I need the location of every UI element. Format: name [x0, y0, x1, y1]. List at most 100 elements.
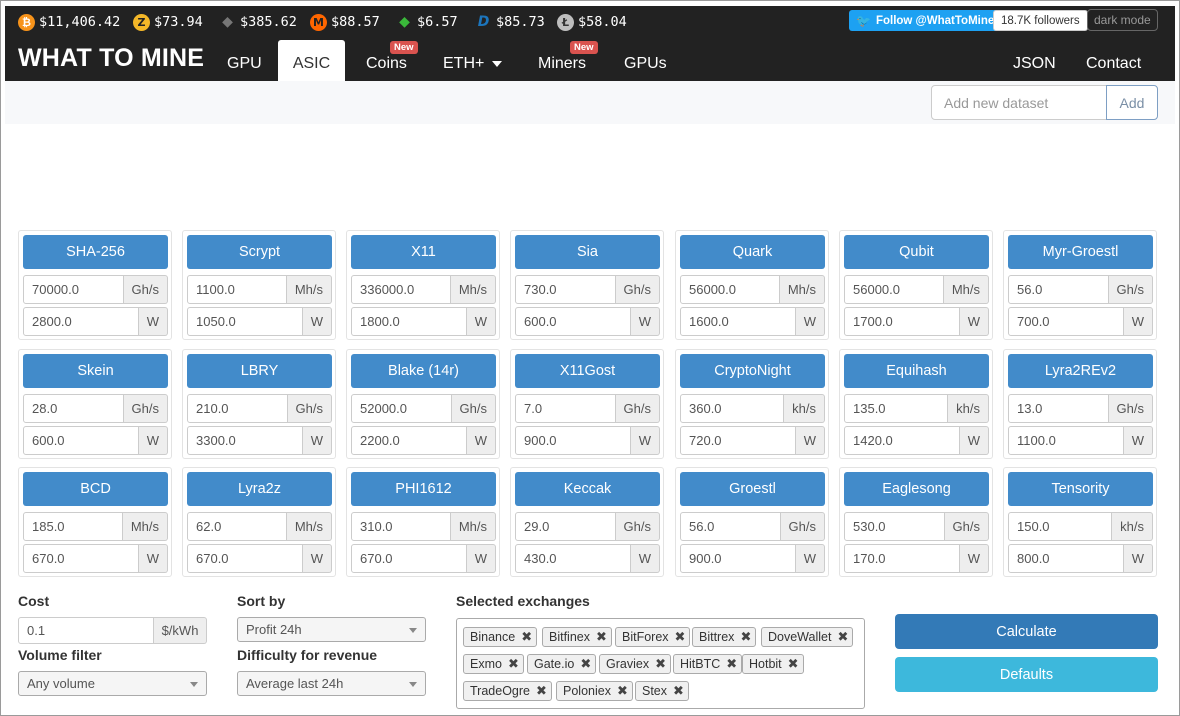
power-input[interactable]: 1050.0	[187, 307, 303, 336]
power-input[interactable]: 670.0	[351, 544, 467, 573]
ticker-item-dash[interactable]: D $85.73	[475, 6, 545, 38]
remove-icon[interactable]: ✖	[507, 656, 519, 671]
hashrate-input[interactable]: 13.0	[1008, 394, 1109, 423]
hashrate-input[interactable]: 52000.0	[351, 394, 452, 423]
hashrate-input[interactable]: 1100.0	[187, 275, 287, 304]
hashrate-input[interactable]: 185.0	[23, 512, 123, 541]
power-input[interactable]: 2800.0	[23, 307, 139, 336]
remove-icon[interactable]: ✖	[535, 683, 547, 698]
nav-coins[interactable]: Coins	[366, 40, 407, 81]
algo-toggle-button[interactable]: Sia	[515, 235, 660, 269]
algo-toggle-button[interactable]: Tensority	[1008, 472, 1153, 506]
algo-toggle-button[interactable]: BCD	[23, 472, 168, 506]
power-input[interactable]: 900.0	[680, 544, 796, 573]
power-input[interactable]: 670.0	[187, 544, 303, 573]
hashrate-input[interactable]: 730.0	[515, 275, 616, 304]
remove-icon[interactable]: ✖	[616, 683, 628, 698]
ticker-item-litecoin[interactable]: Ł $58.04	[557, 6, 627, 38]
power-input[interactable]: 700.0	[1008, 307, 1124, 336]
hashrate-input[interactable]: 7.0	[515, 394, 616, 423]
algo-toggle-button[interactable]: Keccak	[515, 472, 660, 506]
algo-toggle-button[interactable]: SHA-256	[23, 235, 168, 269]
sort-by-select[interactable]: Profit 24h	[237, 617, 426, 642]
hashrate-input[interactable]: 62.0	[187, 512, 287, 541]
volume-filter-select[interactable]: Any volume	[18, 671, 207, 696]
power-input[interactable]: 1420.0	[844, 426, 960, 455]
algo-toggle-button[interactable]: Blake (14r)	[351, 354, 496, 388]
add-dataset-button[interactable]: Add	[1106, 85, 1158, 120]
remove-icon[interactable]: ✖	[580, 656, 592, 671]
algo-toggle-button[interactable]: PHI1612	[351, 472, 496, 506]
algo-toggle-button[interactable]: Qubit	[844, 235, 989, 269]
nav-gpus[interactable]: GPUs	[624, 40, 667, 81]
hashrate-input[interactable]: 56000.0	[844, 275, 944, 304]
algo-toggle-button[interactable]: Eaglesong	[844, 472, 989, 506]
remove-icon[interactable]: ✖	[673, 683, 684, 698]
power-input[interactable]: 2200.0	[351, 426, 467, 455]
algo-toggle-button[interactable]: Myr-Groestl	[1008, 235, 1153, 269]
power-input[interactable]: 430.0	[515, 544, 631, 573]
hashrate-input[interactable]: 70000.0	[23, 275, 124, 304]
hashrate-input[interactable]: 56.0	[680, 512, 781, 541]
power-input[interactable]: 1800.0	[351, 307, 467, 336]
hashrate-input[interactable]: 56.0	[1008, 275, 1109, 304]
hashrate-input[interactable]: 135.0	[844, 394, 949, 423]
power-input[interactable]: 1600.0	[680, 307, 796, 336]
hashrate-input[interactable]: 56000.0	[680, 275, 780, 304]
power-input[interactable]: 1700.0	[844, 307, 960, 336]
hashrate-input[interactable]: 150.0	[1008, 512, 1113, 541]
ticker-item-ethereum[interactable]: ◆ $6.57	[396, 6, 458, 38]
power-input[interactable]: 600.0	[23, 426, 139, 455]
algo-toggle-button[interactable]: Equihash	[844, 354, 989, 388]
algo-toggle-button[interactable]: X11	[351, 235, 496, 269]
ticker-item-monero[interactable]: M $88.57	[310, 6, 380, 38]
nav-asic[interactable]: ASIC	[278, 40, 345, 81]
cost-input[interactable]: 0.1	[18, 617, 154, 644]
brand-logo[interactable]: WHAT TO MINE	[18, 44, 205, 72]
hashrate-input[interactable]: 310.0	[351, 512, 451, 541]
hashrate-input[interactable]: 210.0	[187, 394, 288, 423]
hashrate-input[interactable]: 28.0	[23, 394, 124, 423]
algo-toggle-button[interactable]: Skein	[23, 354, 168, 388]
defaults-button[interactable]: Defaults	[895, 657, 1158, 692]
nav-contact[interactable]: Contact	[1086, 40, 1141, 81]
algo-toggle-button[interactable]: Scrypt	[187, 235, 332, 269]
twitter-follow-button[interactable]: 🐦 Follow @WhatToMine	[849, 10, 1002, 31]
algo-toggle-button[interactable]: X11Gost	[515, 354, 660, 388]
hashrate-input[interactable]: 336000.0	[351, 275, 451, 304]
remove-icon[interactable]: ✖	[674, 629, 686, 644]
nav-eth-plus-dropdown[interactable]: ETH+	[443, 40, 503, 81]
power-input[interactable]: 170.0	[844, 544, 960, 573]
remove-icon[interactable]: ✖	[740, 629, 752, 644]
dark-mode-toggle[interactable]: dark mode	[1087, 9, 1158, 31]
algo-toggle-button[interactable]: CryptoNight	[680, 354, 825, 388]
remove-icon[interactable]: ✖	[655, 656, 666, 671]
power-input[interactable]: 800.0	[1008, 544, 1124, 573]
power-input[interactable]: 1100.0	[1008, 426, 1124, 455]
followers-count[interactable]: 18.7K followers	[993, 10, 1088, 31]
power-input[interactable]: 900.0	[515, 426, 631, 455]
hashrate-input[interactable]: 530.0	[844, 512, 945, 541]
nav-miners[interactable]: Miners	[538, 40, 586, 81]
algo-toggle-button[interactable]: Groestl	[680, 472, 825, 506]
ticker-item-bitcoin[interactable]: ₿ $11,406.42	[18, 6, 120, 38]
hashrate-input[interactable]: 29.0	[515, 512, 616, 541]
difficulty-select[interactable]: Average last 24h	[237, 671, 426, 696]
remove-icon[interactable]: ✖	[521, 629, 533, 644]
calculate-button[interactable]: Calculate	[895, 614, 1158, 649]
dataset-input[interactable]: Add new dataset	[931, 85, 1107, 120]
algo-toggle-button[interactable]: Quark	[680, 235, 825, 269]
algo-toggle-button[interactable]: Lyra2z	[187, 472, 332, 506]
nav-json[interactable]: JSON	[1013, 40, 1056, 81]
exchanges-multiselect[interactable]: Binance ✖ Bitfinex ✖ BitForex ✖ Bittrex ✖ DoveWa…	[456, 618, 865, 709]
ticker-item-ethereum-classic[interactable]: ◆ $385.62	[219, 6, 297, 38]
power-input[interactable]: 670.0	[23, 544, 139, 573]
power-input[interactable]: 600.0	[515, 307, 631, 336]
nav-gpu[interactable]: GPU	[227, 40, 262, 81]
power-input[interactable]: 720.0	[680, 426, 796, 455]
remove-icon[interactable]: ✖	[726, 656, 738, 671]
algo-toggle-button[interactable]: LBRY	[187, 354, 332, 388]
remove-icon[interactable]: ✖	[596, 629, 607, 644]
remove-icon[interactable]: ✖	[837, 629, 849, 644]
power-input[interactable]: 3300.0	[187, 426, 303, 455]
